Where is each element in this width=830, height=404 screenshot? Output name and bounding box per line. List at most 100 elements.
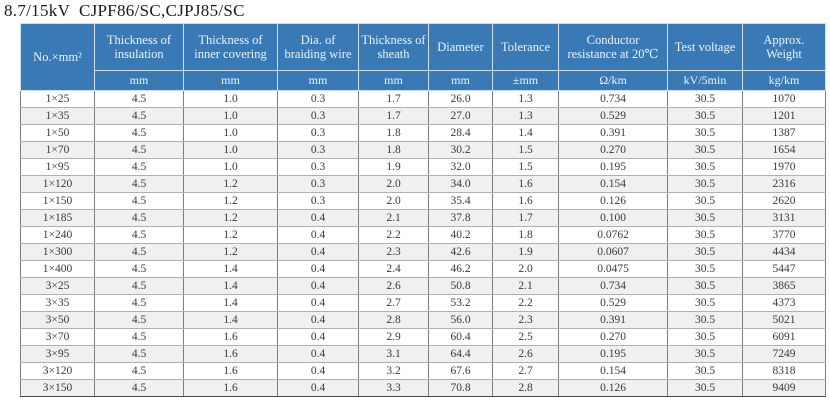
cell: 0.195 <box>558 158 668 176</box>
cell: 1.0 <box>183 90 278 108</box>
col-header-sheath: Thickness of sheath <box>358 23 429 71</box>
cell: 1.4 <box>183 311 278 329</box>
cell: 1.6 <box>183 379 278 397</box>
cell: 0.4 <box>277 226 359 244</box>
col-header-test-voltage: Test voltage <box>667 23 743 71</box>
cell: 1.8 <box>358 141 429 159</box>
cell: 64.4 <box>428 345 493 363</box>
cell: 53.2 <box>428 294 493 312</box>
cell: 3×95 <box>20 345 95 363</box>
cell: 27.0 <box>428 107 493 125</box>
col-header-inner-covering: Thickness of inner covering <box>183 23 278 71</box>
cell: 0.391 <box>558 124 668 142</box>
cell: 28.4 <box>428 124 493 142</box>
cell: 1.6 <box>492 192 559 210</box>
cell: 42.6 <box>428 243 493 261</box>
cell: 2.0 <box>492 260 559 278</box>
cell: 2.2 <box>492 294 559 312</box>
cell: 2.7 <box>492 362 559 380</box>
cell: 5021 <box>742 311 826 329</box>
cell: 3×150 <box>20 379 95 397</box>
unit-weight: kg/km <box>742 70 826 91</box>
cell: 3×25 <box>20 277 95 295</box>
cell: 2.5 <box>492 328 559 346</box>
table-row: 3×25 4.5 1.4 0.4 2.6 50.8 2.1 0.734 30.5 3865 <box>20 277 826 295</box>
cell: 0.734 <box>558 90 668 108</box>
cell: 26.0 <box>428 90 493 108</box>
spec-table: No.×mm² Thickness of insulation Thicknes… <box>20 23 826 397</box>
cell: 0.3 <box>277 175 359 193</box>
cell: 0.270 <box>558 141 668 159</box>
cell: 30.5 <box>667 192 743 210</box>
col-header-diameter: Diameter <box>428 23 493 71</box>
cell: 0.3 <box>277 124 359 142</box>
cell: 6091 <box>742 328 826 346</box>
cell: 4.5 <box>94 362 184 380</box>
cell: 0.3 <box>277 158 359 176</box>
table-row: 3×70 4.5 1.6 0.4 2.9 60.4 2.5 0.270 30.5 6091 <box>20 328 826 346</box>
cell: 0.4 <box>277 294 359 312</box>
table-row: 3×120 4.5 1.6 0.4 3.2 67.6 2.7 0.154 30.5 8318 <box>20 362 826 380</box>
cell: 37.8 <box>428 209 493 227</box>
cell: 0.154 <box>558 362 668 380</box>
cell: 1×400 <box>20 260 95 278</box>
table-row: 1×50 4.5 1.0 0.3 1.8 28.4 1.4 0.391 30.5 1387 <box>20 124 826 142</box>
unit-sheath: mm <box>358 70 429 91</box>
cell: 30.5 <box>667 294 743 312</box>
cell: 1970 <box>742 158 826 176</box>
cell: 1.4 <box>183 260 278 278</box>
cell: 2316 <box>742 175 826 193</box>
unit-braiding-wire: mm <box>277 70 359 91</box>
cell: 2.3 <box>492 311 559 329</box>
cell: 8318 <box>742 362 826 380</box>
cell: 2620 <box>742 192 826 210</box>
cell: 3×120 <box>20 362 95 380</box>
cell: 2.0 <box>358 175 429 193</box>
cell: 1.8 <box>492 226 559 244</box>
cell: 1×50 <box>20 124 95 142</box>
cell: 0.3 <box>277 107 359 125</box>
table-row: 3×35 4.5 1.4 0.4 2.7 53.2 2.2 0.529 30.5 4373 <box>20 294 826 312</box>
cell: 3.3 <box>358 379 429 397</box>
cell: 2.8 <box>358 311 429 329</box>
header-row: No.×mm² Thickness of insulation Thicknes… <box>20 23 826 91</box>
cell: 1.0 <box>183 141 278 159</box>
cell: 30.5 <box>667 124 743 142</box>
cell: 0.4 <box>277 209 359 227</box>
cell: 2.6 <box>492 345 559 363</box>
cell: 1×240 <box>20 226 95 244</box>
cell: 1.2 <box>183 226 278 244</box>
cell: 4.5 <box>94 345 184 363</box>
cell: 30.5 <box>667 243 743 261</box>
cell: 30.5 <box>667 141 743 159</box>
cell: 1×70 <box>20 141 95 159</box>
cell: 50.8 <box>428 277 493 295</box>
cell: 30.5 <box>667 379 743 397</box>
cell: 2.8 <box>492 379 559 397</box>
cell: 3×50 <box>20 311 95 329</box>
cell: 60.4 <box>428 328 493 346</box>
cell: 30.5 <box>667 345 743 363</box>
cell: 1.9 <box>492 243 559 261</box>
cell: 1.7 <box>358 90 429 108</box>
cell: 0.4 <box>277 243 359 261</box>
cell: 3770 <box>742 226 826 244</box>
table-row: 1×95 4.5 1.0 0.3 1.9 32.0 1.5 0.195 30.5 1970 <box>20 158 826 176</box>
cell: 3865 <box>742 277 826 295</box>
cell: 3×70 <box>20 328 95 346</box>
cell: 1.7 <box>358 107 429 125</box>
cell: 2.6 <box>358 277 429 295</box>
cell: 4.5 <box>94 379 184 397</box>
cell: 9409 <box>742 379 826 397</box>
cell: 3.1 <box>358 345 429 363</box>
cell: 40.2 <box>428 226 493 244</box>
table-row: 3×150 4.5 1.6 0.4 3.3 70.8 2.8 0.126 30.5 9409 <box>20 379 826 397</box>
cell: 1.2 <box>183 243 278 261</box>
table-row: 1×240 4.5 1.2 0.4 2.2 40.2 1.8 0.0762 30.5 3770 <box>20 226 826 244</box>
cell: 1×120 <box>20 175 95 193</box>
unit-inner-covering: mm <box>183 70 278 91</box>
cell: 32.0 <box>428 158 493 176</box>
cell: 0.4 <box>277 379 359 397</box>
cell: 0.4 <box>277 277 359 295</box>
cell: 30.5 <box>667 277 743 295</box>
